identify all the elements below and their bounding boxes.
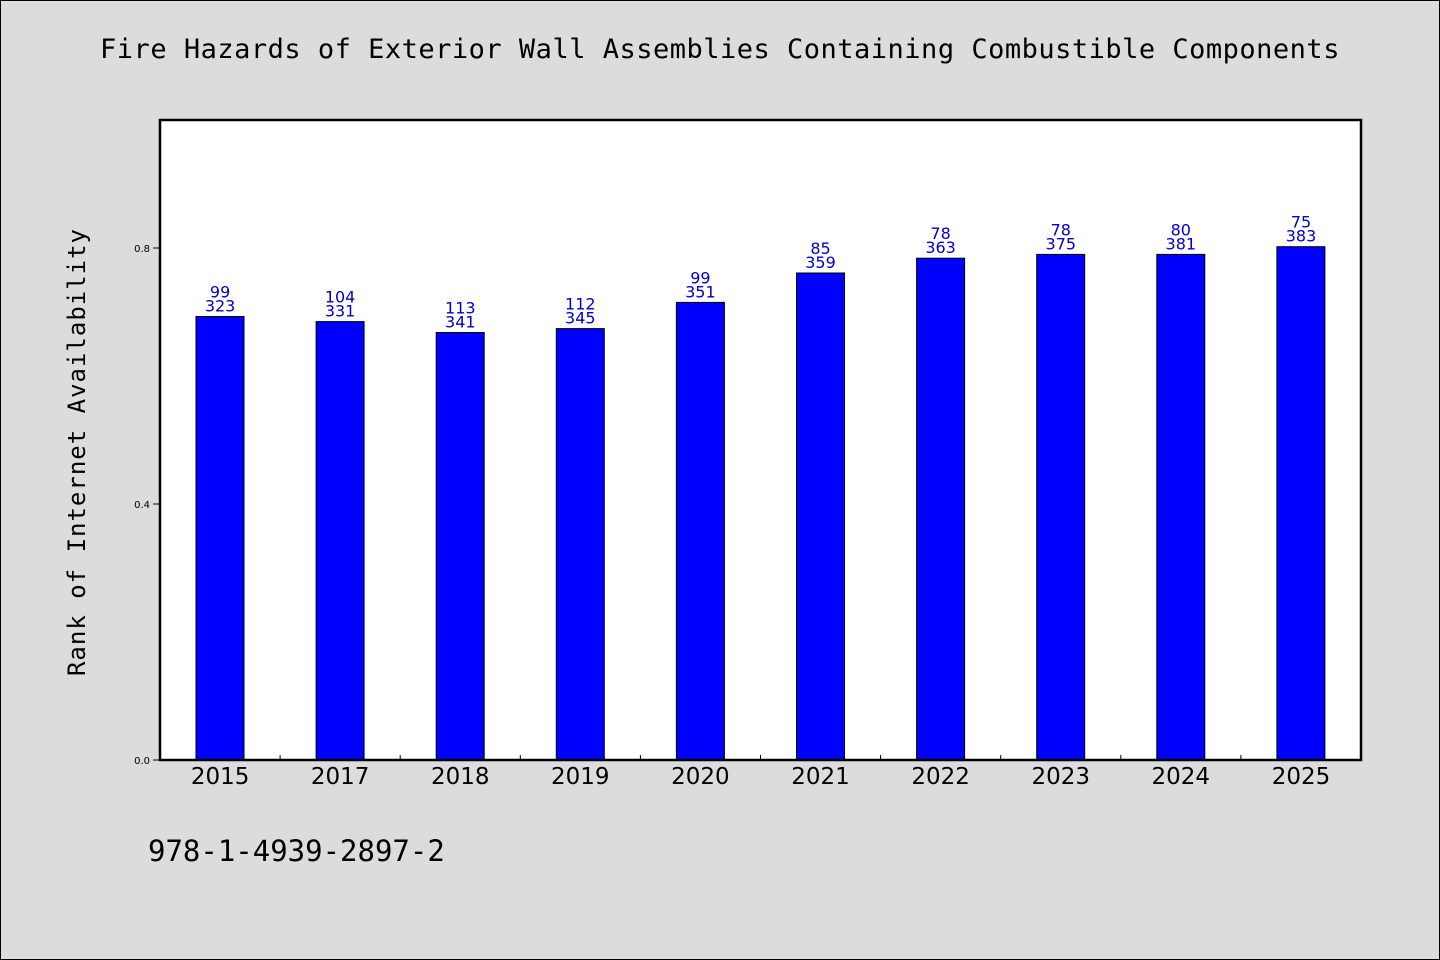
bar-label-bottom-2023: 375: [1046, 234, 1077, 253]
bar-label-top-2020: 99: [690, 268, 710, 287]
bar-2025: [1276, 246, 1326, 761]
y-axis-label: Rank of Internet Availability: [63, 228, 91, 676]
bar-label-bottom-2022: 363: [925, 238, 956, 257]
bar-label-top-2023: 78: [1051, 220, 1071, 239]
bar-label-bottom-2021: 359: [805, 253, 836, 272]
y-ticks: 0.0 0.4 0.8: [134, 244, 160, 767]
bar-label-bottom-2017: 331: [325, 302, 356, 321]
bar-2017: [315, 321, 365, 761]
x-tick-label-2024: 2024: [1152, 764, 1211, 790]
x-tick-label-2020: 2020: [671, 764, 730, 790]
x-tick-label-2021: 2021: [791, 764, 850, 790]
bar-label-bottom-2018: 341: [445, 313, 476, 332]
bar-label-top-2021: 85: [810, 239, 830, 258]
bar-2023: [1036, 253, 1086, 761]
bar-label-top-2019: 112: [565, 295, 596, 314]
bar-label-bottom-2015: 323: [205, 297, 236, 316]
bar-2018: [435, 332, 485, 761]
x-tick-label-2015: 2015: [191, 764, 250, 790]
chart-title: Fire Hazards of Exterior Wall Assemblies…: [100, 34, 1340, 65]
x-tick-label-2022: 2022: [911, 764, 970, 790]
bar-label-top-2022: 78: [930, 224, 950, 243]
bar-label-top-2015: 99: [210, 283, 230, 302]
plot-border: [158, 118, 1363, 762]
x-tick-label-2019: 2019: [551, 764, 610, 790]
bar-2020: [675, 301, 725, 761]
bar-label-top-2017: 104: [325, 288, 356, 307]
bar-2015: [195, 316, 245, 761]
y-tick-label-1: 0.4: [134, 500, 150, 511]
x-ticks: 2015 2017 2018 2019 2020 2021 2022 2023 2024 2025: [191, 755, 1330, 790]
bar-label-bottom-2024: 381: [1166, 234, 1197, 253]
x-tick-label-2017: 2017: [311, 764, 370, 790]
bar-2024: [1156, 253, 1206, 761]
bar-label-bottom-2025: 383: [1286, 227, 1317, 246]
bar-label-bottom-2020: 351: [685, 282, 716, 301]
bar-label-top-2018: 113: [445, 299, 476, 318]
y-tick-label-0: 0.0: [134, 756, 150, 767]
x-tick-label-2025: 2025: [1272, 764, 1331, 790]
isbn-text: 978-1-4939-2897-2: [148, 834, 445, 868]
y-tick-label-2: 0.8: [134, 244, 150, 255]
bar-label-bottom-2019: 345: [565, 309, 596, 328]
x-tick-label-2023: 2023: [1032, 764, 1091, 790]
bar-label-top-2025: 75: [1291, 213, 1311, 232]
bar-2022: [916, 257, 966, 761]
bar-2019: [555, 328, 605, 761]
x-tick-label-2018: 2018: [431, 764, 490, 790]
bars: [195, 246, 1326, 761]
bar-2021: [796, 272, 845, 761]
bar-label-top-2024: 80: [1171, 220, 1191, 239]
